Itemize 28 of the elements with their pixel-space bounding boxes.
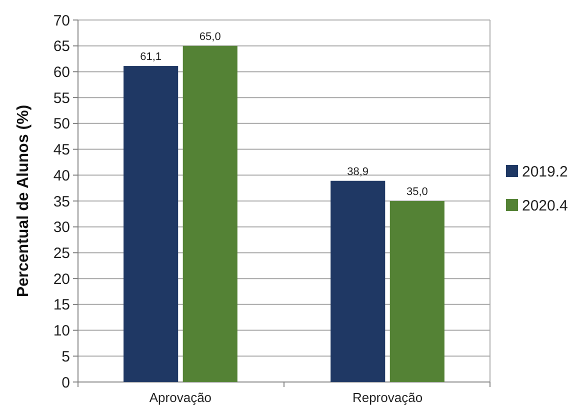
bar <box>330 180 386 382</box>
y-tick-label: 10 <box>53 322 70 340</box>
y-tick-label: 65 <box>53 38 70 56</box>
y-axis-title: Percentual de Alunos (%) <box>15 104 32 298</box>
legend-label: 2020.4 <box>522 197 568 214</box>
y-tick-label: 50 <box>53 116 70 133</box>
y-tick-label: 25 <box>53 244 70 262</box>
y-tick-label: 20 <box>53 270 70 288</box>
bar <box>182 46 238 382</box>
data-label: 35,0 <box>406 186 428 198</box>
x-tick-label: Reprovação <box>352 390 423 405</box>
legend-label: 2019.2 <box>522 163 568 180</box>
y-tick-label: 70 <box>53 12 70 30</box>
y-tick-label: 30 <box>53 219 70 236</box>
y-tick-label: 45 <box>53 142 70 159</box>
y-tick-label: 0 <box>62 374 70 392</box>
data-label: 61,1 <box>140 51 162 64</box>
y-tick-label: 15 <box>53 296 70 314</box>
y-tick-label: 5 <box>62 348 70 366</box>
data-label: 65,0 <box>199 30 221 43</box>
y-tick-label: 60 <box>53 64 70 81</box>
bar <box>390 201 444 382</box>
y-tick-label: 40 <box>53 167 70 184</box>
bar <box>124 66 178 382</box>
data-label: 38,9 <box>347 166 369 178</box>
y-tick-label: 35 <box>53 193 70 210</box>
x-tick-label: Aprovação <box>149 390 212 405</box>
y-tick-label: 55 <box>53 90 70 107</box>
